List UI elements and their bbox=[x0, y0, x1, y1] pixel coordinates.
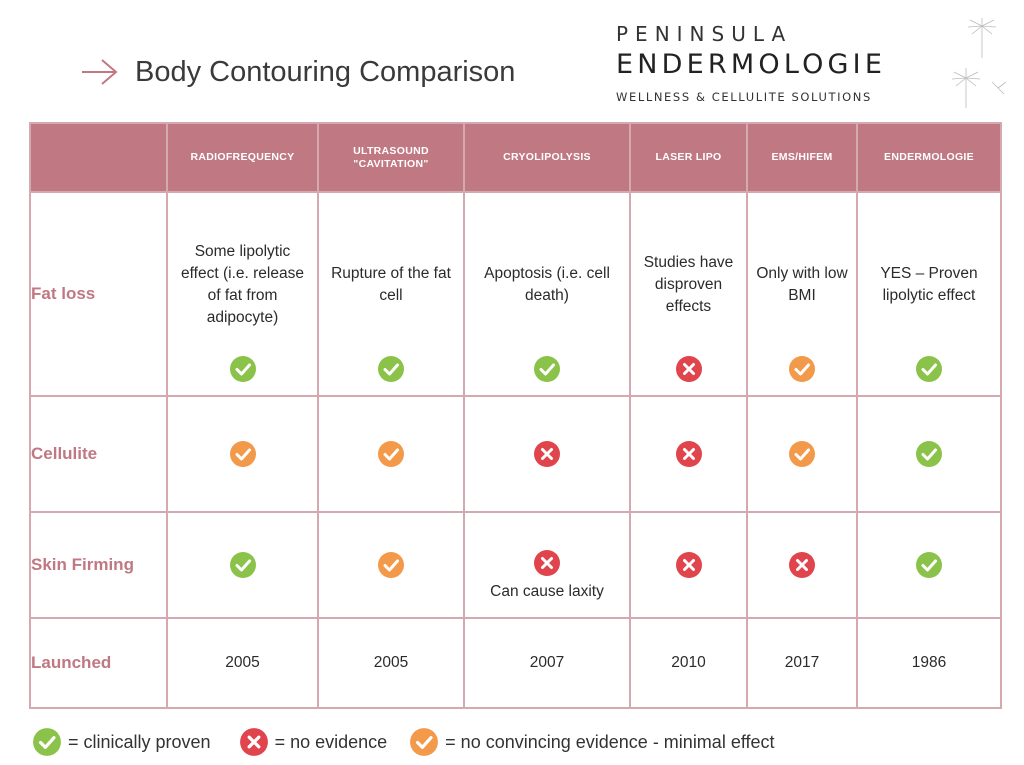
partial-check-circle-icon bbox=[409, 727, 439, 757]
check-circle-icon bbox=[533, 355, 561, 383]
legend-item-check: = clinically proven bbox=[32, 727, 211, 757]
cell-text: Only with low BMI bbox=[756, 265, 848, 304]
partial-check-circle-icon bbox=[788, 440, 816, 468]
table-cell: Rupture of the fat cell bbox=[317, 191, 465, 397]
row-label: Skin Firming bbox=[29, 511, 168, 619]
cell-text: Apoptosis (i.e. cell death) bbox=[484, 265, 610, 304]
row-cellulite: Cellulite bbox=[29, 395, 1002, 513]
table-cell: YES – Proven lipolytic effect bbox=[856, 191, 1002, 397]
row-label: Launched bbox=[29, 617, 168, 709]
legend-label: = clinically proven bbox=[68, 731, 211, 752]
cell-text: YES – Proven lipolytic effect bbox=[880, 265, 978, 304]
table-cell bbox=[463, 395, 631, 513]
legend-label: = no convincing evidence - minimal effec… bbox=[445, 731, 775, 752]
table-cell: Can cause laxity bbox=[463, 511, 631, 619]
table-cell bbox=[746, 395, 858, 513]
partial-check-circle-icon bbox=[788, 355, 816, 383]
brand-tagline: WELLNESS & CELLULITE SOLUTIONS bbox=[616, 90, 872, 104]
table-cell bbox=[856, 395, 1002, 513]
partial-check-circle-icon bbox=[229, 440, 257, 468]
table-cell: 2005 bbox=[317, 617, 465, 709]
table-cell bbox=[856, 511, 1002, 619]
legend: = clinically proven = no evidence = no c… bbox=[32, 726, 775, 758]
x-circle-icon bbox=[788, 551, 816, 579]
table-cell: Studies have disproven effects bbox=[629, 191, 748, 397]
cell-text: Rupture of the fat cell bbox=[331, 265, 451, 304]
brand-line1: PENINSULA bbox=[616, 22, 793, 46]
check-circle-icon bbox=[915, 440, 943, 468]
column-header: RADIOFREQUENCY bbox=[166, 122, 319, 193]
table-cell: 2017 bbox=[746, 617, 858, 709]
comparison-table: RADIOFREQUENCY ULTRASOUND "CAVITATION" C… bbox=[29, 122, 1002, 709]
column-header: EMS/HIFEM bbox=[746, 122, 858, 193]
cell-text: Studies have disproven effects bbox=[643, 254, 734, 315]
check-circle-icon bbox=[377, 355, 405, 383]
row-launched: Launched 2005 2005 2007 2010 2017 1986 bbox=[29, 617, 1002, 709]
check-circle-icon bbox=[915, 551, 943, 579]
table-cell: Only with low BMI bbox=[746, 191, 858, 397]
arrow-right-icon bbox=[82, 59, 118, 85]
cell-text: Some lipolytic effect (i.e. release of f… bbox=[181, 243, 304, 326]
table-cell bbox=[166, 511, 319, 619]
check-circle-icon bbox=[229, 551, 257, 579]
table-cell bbox=[746, 511, 858, 619]
table-cell: Some lipolytic effect (i.e. release of f… bbox=[166, 191, 319, 397]
check-circle-icon bbox=[229, 355, 257, 383]
row-fat-loss: Fat loss Some lipolytic effect (i.e. rel… bbox=[29, 191, 1002, 397]
column-header: LASER LIPO bbox=[629, 122, 748, 193]
table-cell: 2010 bbox=[629, 617, 748, 709]
x-circle-icon bbox=[675, 551, 703, 579]
brand-logo: PENINSULA ENDERMOLOGIE WELLNESS & CELLUL… bbox=[616, 22, 956, 104]
check-circle-icon bbox=[32, 727, 62, 757]
table-cell bbox=[629, 395, 748, 513]
page-title: Body Contouring Comparison bbox=[135, 56, 516, 88]
header-row: RADIOFREQUENCY ULTRASOUND "CAVITATION" C… bbox=[29, 122, 1002, 193]
partial-check-circle-icon bbox=[377, 551, 405, 579]
cell-note: Can cause laxity bbox=[490, 583, 604, 600]
column-header: CRYOLIPOLYSIS bbox=[463, 122, 631, 193]
partial-check-circle-icon bbox=[377, 440, 405, 468]
column-header: ULTRASOUND "CAVITATION" bbox=[317, 122, 465, 193]
brand-line2: ENDERMOLOGIE bbox=[616, 49, 887, 80]
x-circle-icon bbox=[533, 549, 561, 577]
legend-label: = no evidence bbox=[274, 731, 388, 752]
row-label: Fat loss bbox=[29, 191, 168, 397]
x-circle-icon bbox=[533, 440, 561, 468]
check-circle-icon bbox=[915, 355, 943, 383]
row-skin-firming: Skin Firming Can cause laxity bbox=[29, 511, 1002, 619]
table-cell bbox=[317, 511, 465, 619]
dandelion-icon bbox=[951, 18, 1007, 108]
x-circle-icon bbox=[675, 440, 703, 468]
legend-item-no: = no evidence bbox=[239, 727, 388, 757]
table-cell: 2007 bbox=[463, 617, 631, 709]
x-circle-icon bbox=[675, 355, 703, 383]
table-cell: 1986 bbox=[856, 617, 1002, 709]
table-cell bbox=[629, 511, 748, 619]
column-header: ENDERMOLOGIE bbox=[856, 122, 1002, 193]
x-circle-icon bbox=[239, 727, 269, 757]
table-cell: Apoptosis (i.e. cell death) bbox=[463, 191, 631, 397]
row-label: Cellulite bbox=[29, 395, 168, 513]
header: Body Contouring Comparison PENINSULA END… bbox=[0, 0, 1024, 120]
header-corner bbox=[29, 122, 168, 193]
table-cell bbox=[166, 395, 319, 513]
table-cell: 2005 bbox=[166, 617, 319, 709]
column-header-ultrasound: ULTRASOUND "CAVITATION" bbox=[353, 144, 429, 170]
table-cell bbox=[317, 395, 465, 513]
legend-item-partial: = no convincing evidence - minimal effec… bbox=[409, 727, 775, 757]
